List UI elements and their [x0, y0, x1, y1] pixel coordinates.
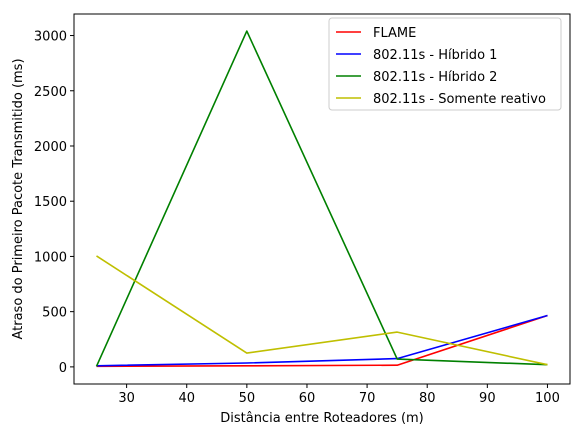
y-tick-label: 3000 — [34, 30, 67, 45]
plot-frame — [73, 13, 571, 385]
x-tick-label: 80 — [419, 391, 436, 406]
legend-label: 802.11s - Somente reativo — [373, 92, 546, 107]
y-tick-label: 0 — [59, 361, 67, 376]
x-tick-label: 30 — [118, 391, 135, 406]
series-line — [96, 314, 548, 367]
y-tick-label: 2500 — [34, 85, 67, 100]
y-tick-label: 1500 — [34, 195, 67, 210]
x-tick-label: 90 — [479, 391, 496, 406]
series-group — [95, 30, 548, 368]
x-tick-label: 60 — [299, 391, 316, 406]
series-line — [96, 314, 548, 368]
x-axis-label: Distância entre Roteadores (m) — [220, 411, 424, 426]
legend-box — [328, 17, 562, 111]
y-axis-label: Atraso do Primeiro Pacote Transmitido (m… — [11, 58, 26, 339]
x-tick-label: 70 — [359, 391, 376, 406]
x-tick-label: 100 — [535, 391, 560, 406]
x-tick-label: 40 — [178, 391, 195, 406]
x-axis: 30 40 50 60 70 80 90 100 — [118, 384, 560, 406]
y-tick-label: 2000 — [34, 140, 67, 155]
y-tick-label: 500 — [42, 306, 67, 321]
series-line — [96, 255, 548, 366]
x-tick-label: 50 — [239, 391, 256, 406]
legend: FLAME 802.11s - Híbrido 1 802.11s - Híbrid… — [328, 17, 562, 111]
series-line — [95, 30, 548, 367]
legend-label: FLAME — [373, 26, 416, 41]
legend-label: 802.11s - Híbrido 1 — [373, 48, 497, 63]
y-tick-label: 1000 — [34, 250, 67, 265]
y-axis: 0 500 1000 1500 2000 2500 3000 — [34, 30, 74, 376]
legend-label: 802.11s - Híbrido 2 — [373, 70, 497, 85]
